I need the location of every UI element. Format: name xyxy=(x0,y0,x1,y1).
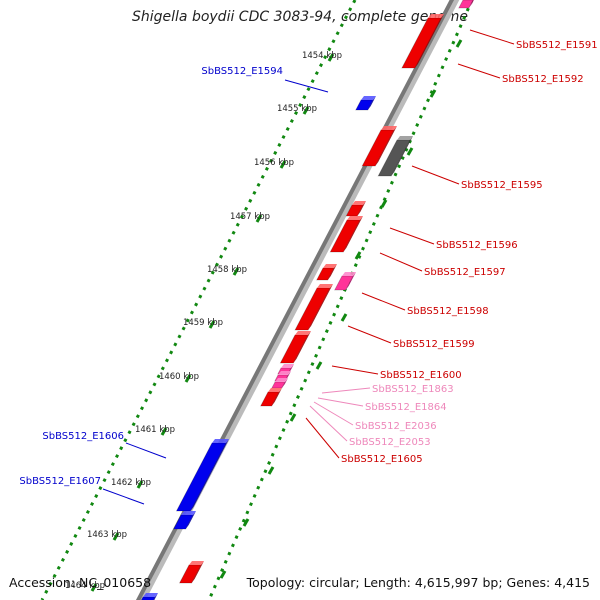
leader-line xyxy=(125,442,167,459)
gene-e1591b[interactable] xyxy=(458,0,476,9)
tick-label: 1459 kbp xyxy=(183,318,223,328)
tick-mark xyxy=(302,106,310,115)
leader-line xyxy=(331,365,379,375)
tick-mark xyxy=(267,466,275,475)
tick-mark xyxy=(219,570,227,579)
tick-mark xyxy=(160,427,168,436)
gene-e1598[interactable] xyxy=(316,264,337,281)
tick-mark xyxy=(255,214,263,223)
tick-mark xyxy=(340,313,348,322)
gene-label[interactable]: SbBS512_E1599 xyxy=(393,339,475,350)
tick-label: 1463 kbp xyxy=(87,530,127,540)
leader-line xyxy=(347,325,392,344)
leader-line xyxy=(361,292,406,311)
gene-label[interactable]: SbBS512_E1594 xyxy=(201,66,283,77)
gene-e2036[interactable] xyxy=(271,378,288,389)
gene-label[interactable]: SbBS512_E2036 xyxy=(355,421,437,432)
tick-mark xyxy=(289,413,297,422)
gene-label[interactable]: SbBS512_E1592 xyxy=(502,74,584,85)
gene-label[interactable]: SbBS512_E1591 xyxy=(516,40,598,51)
gene-label[interactable]: SbBS512_E1596 xyxy=(436,240,518,251)
leader-line xyxy=(102,488,145,505)
gene-label[interactable]: SbBS512_E1597 xyxy=(424,267,506,278)
tick-mark xyxy=(315,361,323,370)
leader-line xyxy=(457,63,501,79)
gene-e1606[interactable] xyxy=(175,439,229,512)
gene-e1599[interactable] xyxy=(294,284,333,331)
leader-line xyxy=(305,417,340,459)
gene-label[interactable]: SbBS512_E1863 xyxy=(372,384,454,395)
gene-e1595b[interactable] xyxy=(377,136,413,177)
gene-label[interactable]: SbBS512_E1864 xyxy=(365,402,447,413)
gene-label[interactable]: SbBS512_E1595 xyxy=(461,180,543,191)
tick-ring-left xyxy=(40,0,357,600)
accession-text: Accession: NC_010658 xyxy=(9,575,152,590)
tick-mark xyxy=(279,160,287,169)
leader-line xyxy=(411,165,460,185)
gene-e1605[interactable] xyxy=(260,388,282,407)
tick-mark xyxy=(184,374,192,383)
gene-e1607[interactable] xyxy=(173,511,196,530)
leader-line xyxy=(321,387,371,394)
gene-label[interactable]: SbBS512_E1605 xyxy=(341,454,423,465)
tick-mark xyxy=(380,199,388,208)
tick-mark xyxy=(136,480,144,489)
leader-line xyxy=(389,227,435,245)
tick-mark xyxy=(90,583,98,592)
gene-label[interactable]: SbBS512_E1598 xyxy=(407,306,489,317)
tick-mark xyxy=(327,53,335,62)
tick-label: 1462 kbp xyxy=(111,478,151,488)
leader-line xyxy=(317,397,364,407)
gene-e1600[interactable] xyxy=(279,331,311,364)
tick-mark xyxy=(354,251,362,260)
gene-e1594[interactable] xyxy=(355,96,376,111)
leader-line xyxy=(469,29,515,45)
gene-e1609[interactable] xyxy=(139,593,158,600)
leader-line xyxy=(284,79,329,93)
tick-label: 1455 kbp xyxy=(277,104,317,114)
gene-e1591[interactable] xyxy=(401,14,444,69)
leader-line xyxy=(313,401,354,426)
tick-ring-right xyxy=(207,0,474,600)
gene-label[interactable]: SbBS512_E1607 xyxy=(19,476,101,487)
gene-e1595[interactable] xyxy=(361,126,397,167)
gene-e1598b[interactable] xyxy=(334,272,356,291)
gene-label[interactable]: SbBS512_E1600 xyxy=(380,370,462,381)
tick-label: 1454 kbp xyxy=(302,51,342,61)
tick-label: 1457 kbp xyxy=(230,212,270,222)
tick-label: 1464 kbp xyxy=(65,581,105,591)
topology-text: Topology: circular; Length: 4,615,997 bp… xyxy=(246,575,590,590)
tick-label: 1458 kbp xyxy=(207,265,247,275)
leader-line xyxy=(309,405,348,442)
gene-e1597[interactable] xyxy=(329,216,363,253)
tick-label: 1461 kbp xyxy=(135,425,175,435)
tick-mark xyxy=(406,147,414,156)
gene-label[interactable]: SbBS512_E1606 xyxy=(42,431,124,442)
tick-label: 1460 kbp xyxy=(159,372,199,382)
tick-mark xyxy=(208,320,216,329)
tick-label: 1456 kbp xyxy=(254,158,294,168)
map-title: Shigella boydii CDC 3083-94, complete ge… xyxy=(131,9,469,25)
tick-mark xyxy=(112,532,120,541)
tick-mark xyxy=(242,518,250,527)
gene-label[interactable]: SbBS512_E2053 xyxy=(349,437,431,448)
tick-mark xyxy=(455,39,463,48)
gene-e1608[interactable] xyxy=(178,561,204,584)
tick-mark xyxy=(232,267,240,276)
leader-line xyxy=(379,252,423,272)
tick-mark xyxy=(429,89,437,98)
